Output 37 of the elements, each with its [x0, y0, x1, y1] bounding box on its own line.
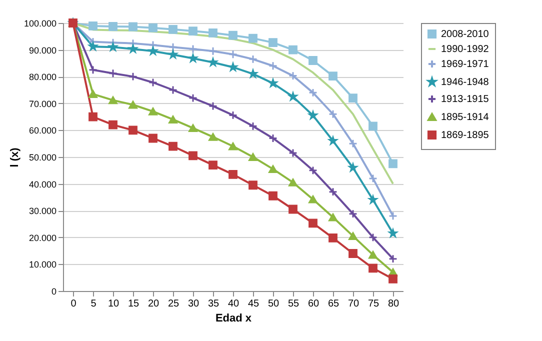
legend-label: 1869-1895	[441, 130, 490, 141]
x-axis-title: Edad x	[215, 312, 252, 324]
legend-label: 1913-1915	[441, 94, 490, 105]
y-axis-title: l (x)	[8, 147, 21, 168]
x-tick-label: 10	[108, 298, 120, 310]
x-tick-label: 35	[208, 298, 220, 310]
x-tick-label: 60	[308, 298, 320, 310]
x-tick-label: 5	[90, 298, 97, 310]
y-tick-label: 100.000	[24, 18, 56, 28]
y-tick-label: 80.000	[28, 72, 56, 82]
x-tick-label: 70	[348, 298, 360, 310]
y-tick-label: 90.000	[28, 45, 56, 56]
legend-label: 1895-1914	[441, 112, 490, 123]
legend-label: 1990-1992	[441, 44, 490, 55]
y-tick-label: 70.000	[28, 98, 56, 109]
x-tick-label: 25	[168, 298, 180, 310]
legend-label: 1969-1971	[441, 59, 490, 70]
x-tick-label: 75	[368, 298, 380, 310]
x-tick-label: 65	[328, 298, 340, 310]
x-tick-label: 30	[188, 298, 200, 310]
legend-label: 1946-1948	[441, 77, 490, 88]
x-tick-label: 55	[288, 298, 300, 310]
y-tick-label: 40.000	[28, 179, 56, 190]
x-tick-label: 40	[228, 298, 240, 310]
y-tick-label: 60.000	[28, 126, 56, 136]
y-tick-label: 0	[51, 286, 56, 296]
y-tick-label: 20.000	[28, 232, 56, 243]
x-tick-label: 15	[128, 298, 140, 310]
x-tick-label: 20	[148, 298, 160, 310]
y-tick-label: 50.000	[28, 152, 56, 162]
x-tick-label: 45	[248, 298, 260, 310]
y-tick-label: 30.000	[28, 206, 56, 216]
legend-label: 2008-2010	[441, 29, 490, 40]
x-tick-label: 80	[388, 298, 400, 310]
x-tick-label: 50	[268, 298, 280, 310]
x-tick-label: 0	[70, 298, 77, 310]
y-tick-label: 10.000	[28, 260, 56, 270]
